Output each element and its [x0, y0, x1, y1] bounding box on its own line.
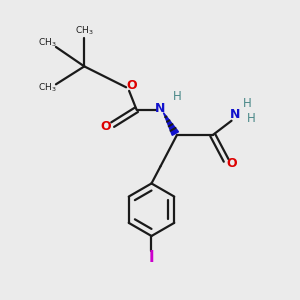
Text: CH$_3$: CH$_3$ — [38, 81, 56, 94]
Text: CH$_3$: CH$_3$ — [38, 37, 56, 49]
Text: H: H — [243, 97, 252, 110]
Text: I: I — [149, 250, 154, 265]
Text: H: H — [247, 112, 256, 125]
Text: CH$_3$: CH$_3$ — [75, 24, 94, 37]
Text: N: N — [155, 102, 166, 115]
Text: O: O — [101, 120, 111, 133]
Text: O: O — [226, 157, 237, 170]
Text: H: H — [172, 90, 181, 103]
Text: O: O — [126, 79, 137, 92]
Polygon shape — [164, 113, 178, 135]
Text: N: N — [230, 108, 240, 121]
